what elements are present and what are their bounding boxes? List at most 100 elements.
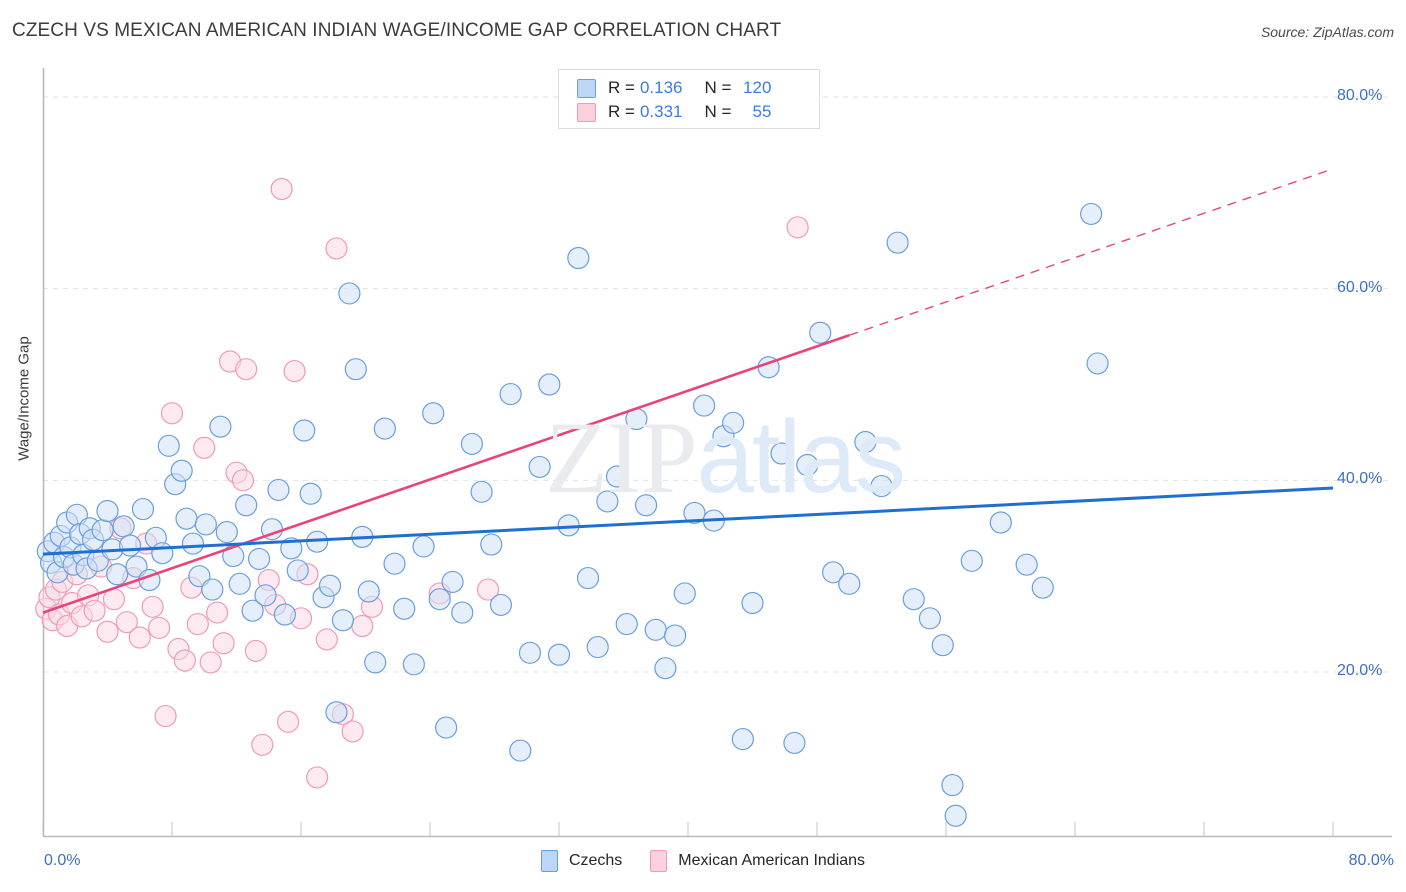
r-value-czechs: 0.136 <box>639 78 683 97</box>
data-point <box>235 494 258 517</box>
data-point <box>441 570 464 594</box>
legend-item-czechs[interactable]: Czechs <box>540 850 623 872</box>
data-point <box>1080 202 1103 226</box>
legend-swatch-mexican-american-indians <box>577 102 596 122</box>
data-point <box>451 601 474 624</box>
data-point <box>299 482 322 505</box>
r-label-mai: R = <box>608 102 635 121</box>
legend-label-czechs: Czechs <box>568 852 623 869</box>
data-point <box>91 519 114 542</box>
y-axis-tick-label: 40.0% <box>1337 470 1383 488</box>
data-point <box>160 402 184 425</box>
data-point <box>96 620 119 643</box>
data-point <box>731 727 754 751</box>
data-point <box>344 358 367 381</box>
data-point <box>267 478 290 502</box>
data-point <box>315 628 338 651</box>
data-point <box>318 574 342 597</box>
data-point <box>854 430 877 454</box>
data-point <box>118 534 142 557</box>
data-point <box>770 442 793 465</box>
data-point <box>499 382 522 406</box>
data-point <box>960 549 983 572</box>
data-point <box>157 434 180 457</box>
data-point <box>286 559 309 582</box>
n-label-mai: N = <box>704 102 732 121</box>
legend-label-mexican-american-indians: Mexican American Indians <box>678 852 866 869</box>
data-point <box>212 632 235 655</box>
data-point <box>96 499 119 523</box>
gridlines <box>43 96 1392 673</box>
data-point <box>489 593 513 617</box>
n-label-czechs: N = <box>704 78 732 97</box>
stats-legend: R = 0.136 N = 120 R = 0.331 N = 55 <box>558 69 820 129</box>
data-point <box>351 614 374 638</box>
legend-item-mexican-american-indians[interactable]: Mexican American Indians <box>650 850 865 872</box>
data-point <box>654 657 677 680</box>
data-point <box>186 612 209 636</box>
data-point <box>1015 553 1038 576</box>
data-point <box>809 321 832 344</box>
data-point <box>364 651 387 674</box>
trend-line-mexican-american-indians <box>42 334 850 614</box>
x-axis-min-label: 0.0% <box>44 852 81 869</box>
data-point <box>476 578 500 601</box>
data-point <box>277 710 300 733</box>
x-axis-ticks <box>42 822 1334 836</box>
data-point <box>722 411 745 434</box>
x-axis-max-label: 80.0% <box>1348 852 1394 869</box>
data-point <box>586 635 609 659</box>
data-point <box>673 582 696 605</box>
data-point <box>518 641 542 664</box>
r-label-czechs: R = <box>608 78 635 97</box>
data-point <box>193 436 216 459</box>
data-point <box>247 547 271 571</box>
y-axis-tick-label: 20.0% <box>1337 662 1383 679</box>
data-point <box>106 563 129 586</box>
data-point <box>194 513 217 536</box>
source-attribution: Source: ZipAtlas.com <box>1260 24 1394 40</box>
data-point <box>547 643 571 666</box>
data-point <box>209 415 232 438</box>
data-point <box>693 394 716 417</box>
data-point <box>175 507 198 530</box>
data-point <box>1086 352 1109 375</box>
data-point <box>241 599 264 622</box>
data-point <box>325 237 348 260</box>
data-point <box>412 535 435 558</box>
n-value-mai: 55 <box>752 102 772 121</box>
data-point <box>331 609 355 632</box>
data-point <box>231 469 255 492</box>
data-point <box>83 599 106 622</box>
data-point <box>838 572 861 595</box>
stats-row-mexican-american-indians: R = 0.331 N = 55 <box>577 100 819 124</box>
data-point <box>151 542 174 565</box>
data-point <box>254 584 277 607</box>
data-point <box>870 474 893 498</box>
data-point <box>783 731 806 755</box>
data-point <box>567 246 590 270</box>
data-point <box>357 580 380 603</box>
legend-swatch-czechs <box>577 78 596 98</box>
stats-row-czechs: R = 0.136 N = 120 <box>577 76 819 100</box>
data-point <box>796 453 819 477</box>
data-point <box>154 704 177 728</box>
data-point <box>538 373 561 396</box>
data-point <box>1031 576 1054 599</box>
data-point <box>944 804 967 827</box>
r-value-mai: 0.331 <box>639 102 683 121</box>
data-point <box>596 490 619 513</box>
data-point <box>644 618 667 641</box>
data-point <box>181 532 205 555</box>
data-point <box>941 773 964 797</box>
data-point <box>422 402 445 425</box>
data-point <box>918 607 941 630</box>
trend-lines <box>42 168 1334 614</box>
series-legend: Czechs Mexican American Indians <box>0 850 1406 872</box>
data-point <box>131 497 155 521</box>
data-point <box>528 455 551 479</box>
data-point <box>435 716 458 739</box>
n-value-czechs: 120 <box>743 78 772 97</box>
